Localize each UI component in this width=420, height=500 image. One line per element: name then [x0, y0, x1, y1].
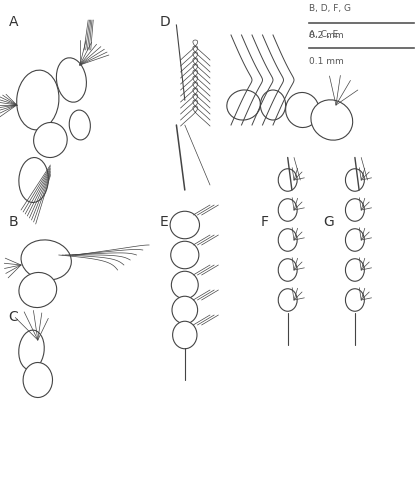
Ellipse shape — [171, 242, 199, 269]
Ellipse shape — [19, 272, 57, 308]
Ellipse shape — [19, 330, 44, 370]
Text: E: E — [160, 215, 168, 229]
Text: A, C, E: A, C, E — [309, 30, 338, 38]
Text: A: A — [8, 15, 18, 29]
Ellipse shape — [19, 158, 48, 202]
Ellipse shape — [286, 92, 319, 128]
Ellipse shape — [34, 122, 67, 158]
Ellipse shape — [173, 322, 197, 349]
Ellipse shape — [21, 240, 71, 280]
Ellipse shape — [260, 90, 286, 120]
Ellipse shape — [278, 259, 297, 281]
Text: B, D, F, G: B, D, F, G — [309, 4, 351, 14]
Ellipse shape — [56, 58, 87, 102]
Ellipse shape — [171, 271, 198, 298]
Text: D: D — [160, 15, 171, 29]
Ellipse shape — [172, 296, 198, 324]
Text: 0.1 mm: 0.1 mm — [309, 56, 344, 66]
Ellipse shape — [170, 211, 200, 239]
Ellipse shape — [278, 169, 297, 191]
Ellipse shape — [278, 289, 297, 311]
Ellipse shape — [227, 90, 260, 120]
Ellipse shape — [345, 229, 365, 251]
Ellipse shape — [278, 198, 297, 221]
Ellipse shape — [345, 289, 365, 311]
Ellipse shape — [278, 229, 297, 251]
Ellipse shape — [69, 110, 90, 140]
Ellipse shape — [345, 259, 365, 281]
Text: F: F — [260, 215, 268, 229]
Ellipse shape — [17, 70, 59, 130]
Ellipse shape — [23, 362, 52, 398]
Text: 0.2 mm: 0.2 mm — [309, 32, 343, 40]
Text: C: C — [8, 310, 18, 324]
Ellipse shape — [311, 100, 353, 140]
Text: G: G — [323, 215, 334, 229]
Ellipse shape — [345, 198, 365, 221]
Text: B: B — [8, 215, 18, 229]
Ellipse shape — [345, 169, 365, 191]
